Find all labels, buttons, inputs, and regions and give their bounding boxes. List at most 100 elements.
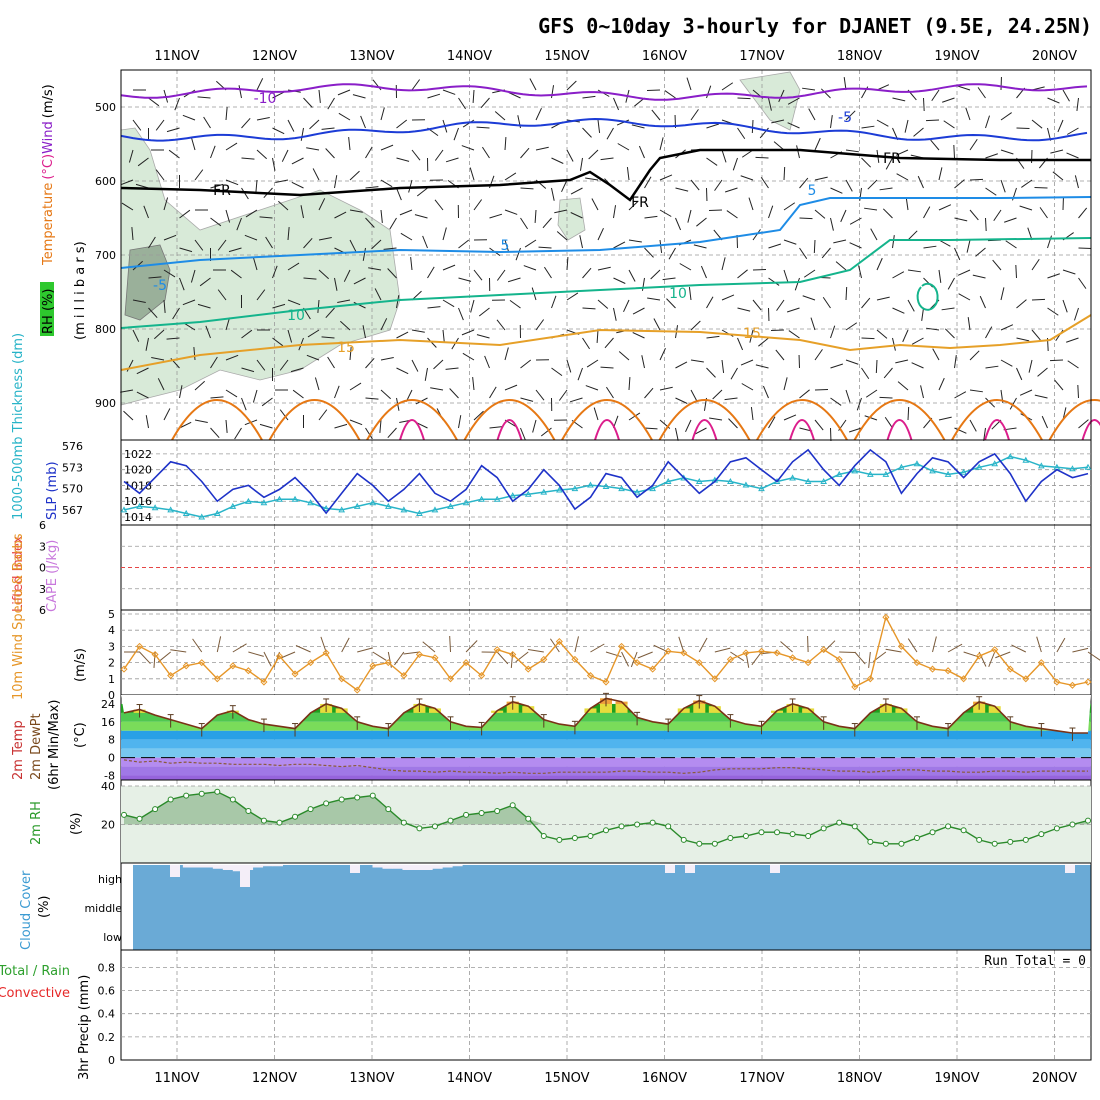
wind-barb [954, 427, 967, 434]
wind-barb [783, 166, 786, 181]
thickness-point [213, 509, 221, 516]
rh-point [307, 806, 314, 813]
wind-speed-point [757, 647, 766, 655]
wind-speed-point [307, 659, 315, 667]
wind-barb [600, 157, 614, 161]
wind-barb [830, 397, 842, 406]
contour-20 [853, 399, 946, 441]
wind-barb [896, 173, 909, 181]
wind-barb [1052, 171, 1064, 181]
wind-barb [272, 303, 286, 309]
thickness-point [571, 485, 579, 492]
wind-barb [724, 187, 738, 193]
wind-barb [174, 97, 180, 111]
wind-barb [520, 427, 526, 441]
wind-barb [349, 239, 357, 252]
precip-tick-label: 0.8 [98, 961, 116, 974]
surface-barb [678, 636, 685, 653]
wind-barb [272, 157, 276, 171]
rh-point [603, 827, 609, 834]
li-tick-label: 3 [39, 583, 46, 596]
y-tick-label: 700 [95, 249, 116, 262]
temp-warm [428, 708, 441, 713]
wind-barb [799, 177, 809, 189]
day-label-top: 20NOV [1032, 49, 1077, 64]
wind-barb [482, 146, 490, 159]
rh-point [758, 829, 765, 836]
wind-barb [796, 145, 800, 159]
wind-speed-point [384, 659, 392, 667]
wind-barb [244, 234, 258, 241]
wind-barb [938, 204, 952, 211]
contour-20 [171, 399, 263, 441]
wind-barb [504, 172, 517, 181]
wind-barb [349, 347, 352, 361]
wind-speed-point [151, 650, 159, 659]
wind-barb [520, 359, 532, 369]
wind-speed-point [229, 662, 237, 670]
wind-barb [166, 127, 180, 133]
rh-fill [124, 791, 1088, 825]
wind-barb [136, 367, 149, 375]
thickness-point [1022, 456, 1030, 463]
contour-label: 5 [501, 238, 510, 254]
wind-barb [1039, 207, 1048, 219]
wind-barb [241, 157, 255, 160]
wind-barb [958, 293, 971, 301]
cloud-clear [232, 865, 244, 872]
wind-barb [985, 153, 998, 159]
wind-barb [520, 187, 534, 190]
surface-barb [807, 635, 809, 653]
wind-barb [504, 347, 509, 361]
wind-barb [365, 186, 379, 189]
wind-barb [843, 77, 847, 91]
slp-tick-label: 1016 [124, 495, 152, 508]
wind-barb [327, 356, 335, 369]
thickness-point [291, 495, 299, 502]
wind-barb [318, 198, 326, 211]
rh-point [929, 829, 936, 836]
thickness-point [338, 506, 346, 513]
wind-barb [1077, 384, 1079, 399]
wind-barb [535, 389, 545, 401]
wind-speed-point [991, 646, 999, 654]
day-label-bottom: 16NOV [642, 1071, 687, 1086]
rh-point [960, 827, 967, 834]
wind-barb [632, 332, 645, 339]
contour-label: 10 [669, 286, 687, 302]
wind-barb [504, 239, 510, 253]
wind-barb [504, 136, 507, 151]
wind-barb [1016, 337, 1030, 342]
wind-barb [225, 419, 228, 433]
wind-barb [947, 277, 955, 290]
wind-barb [686, 77, 692, 91]
wind-barb [569, 397, 583, 403]
surface-barb [885, 648, 902, 653]
rh-point [354, 794, 361, 801]
wind-barb [197, 303, 211, 309]
day-label-top: 15NOV [544, 49, 589, 64]
precip-tick-label: 0.4 [98, 1008, 116, 1021]
wind-barb [473, 410, 484, 421]
wind-speed-point [726, 655, 734, 663]
thickness-point [913, 460, 921, 467]
wind-barb [921, 307, 924, 321]
wind-barb [442, 299, 455, 308]
wind-barb [256, 289, 266, 301]
wind-barb [783, 202, 796, 211]
rh-point [898, 840, 905, 847]
wind-barb [730, 367, 738, 380]
wind-barb [225, 107, 228, 121]
wind-barb [802, 295, 816, 301]
temp-warm [522, 706, 535, 713]
rh-point [867, 838, 874, 845]
thickness-point [633, 488, 641, 495]
contour-25 [594, 419, 620, 441]
wind-barb [931, 89, 940, 102]
wind-barb [861, 337, 875, 340]
wind-barb [225, 179, 239, 186]
wind-barb [396, 157, 410, 162]
wind-barb [985, 397, 996, 408]
precip-ylabel: 3hr Precip (mm) [77, 975, 92, 1080]
wind-barb [641, 355, 645, 369]
